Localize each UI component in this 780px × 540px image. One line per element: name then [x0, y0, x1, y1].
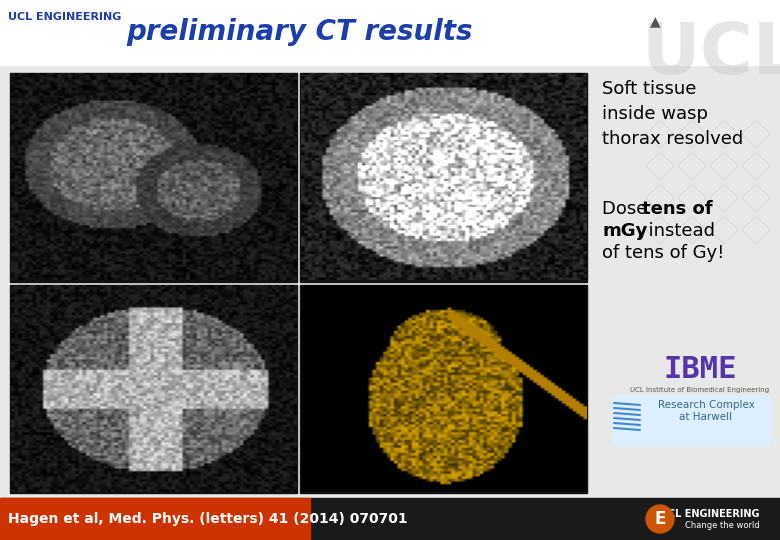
Text: UCL ENGINEERING: UCL ENGINEERING — [8, 12, 122, 22]
Bar — [10, 285, 297, 493]
Text: Change the world: Change the world — [686, 522, 760, 530]
Bar — [0, 498, 780, 540]
Bar — [300, 73, 587, 281]
Text: Research Complex
at Harwell: Research Complex at Harwell — [658, 400, 754, 422]
Text: ▲: ▲ — [650, 14, 661, 28]
Text: Dose: Dose — [602, 200, 653, 218]
Bar — [10, 73, 297, 281]
Bar — [0, 0, 780, 65]
Text: , instead: , instead — [637, 222, 715, 240]
Text: IBME: IBME — [663, 355, 737, 384]
Text: Hagen et al, Med. Phys. (letters) 41 (2014) 070701: Hagen et al, Med. Phys. (letters) 41 (20… — [8, 512, 408, 526]
Text: Soft tissue
inside wasp
thorax resolved: Soft tissue inside wasp thorax resolved — [602, 80, 743, 148]
Text: preliminary CT results: preliminary CT results — [126, 18, 473, 46]
Text: E: E — [654, 510, 665, 528]
Circle shape — [646, 505, 674, 533]
Text: mGy: mGy — [602, 222, 647, 240]
Text: UCL: UCL — [641, 20, 780, 89]
Text: UCL Institute of Biomedical Engineering: UCL Institute of Biomedical Engineering — [630, 387, 770, 393]
Bar — [300, 285, 587, 493]
Bar — [612, 395, 770, 445]
Text: tens of: tens of — [642, 200, 713, 218]
Bar — [0, 498, 310, 540]
Text: UCL ENGINEERING: UCL ENGINEERING — [661, 509, 760, 519]
Text: of tens of Gy!: of tens of Gy! — [602, 244, 725, 262]
